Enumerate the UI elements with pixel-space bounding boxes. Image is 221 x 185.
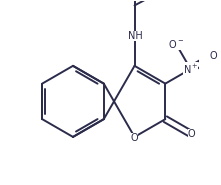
Text: O: O (188, 129, 195, 139)
Text: O: O (210, 51, 217, 61)
Text: O: O (131, 133, 138, 143)
Text: N$^+$: N$^+$ (183, 63, 198, 76)
Text: NH: NH (128, 31, 143, 41)
Text: O$^-$: O$^-$ (168, 38, 184, 51)
